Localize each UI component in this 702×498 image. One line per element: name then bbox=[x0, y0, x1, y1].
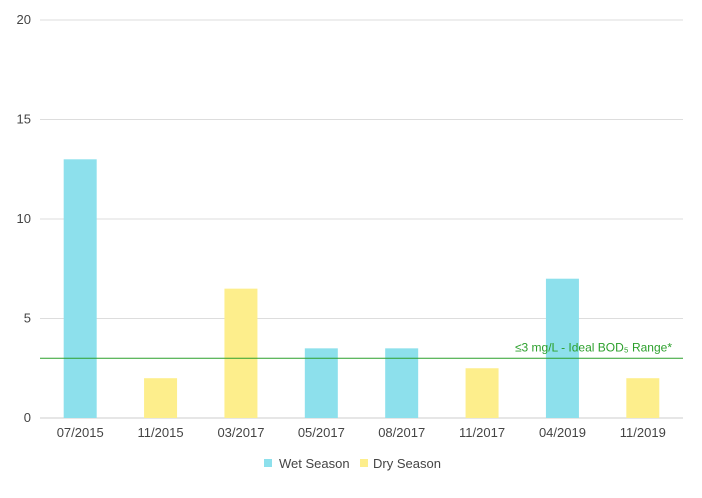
x-tick-label: 11/2017 bbox=[459, 425, 505, 440]
legend-swatch bbox=[360, 459, 368, 467]
x-tick-label: 11/2019 bbox=[620, 425, 666, 440]
bar bbox=[385, 348, 419, 418]
x-tick-label: 04/2019 bbox=[539, 425, 586, 440]
legend-item[interactable]: Wet Season bbox=[264, 456, 350, 471]
bar bbox=[465, 368, 499, 418]
bars bbox=[63, 159, 660, 419]
y-tick-label: 5 bbox=[24, 311, 31, 326]
legend-item[interactable]: Dry Season bbox=[360, 456, 441, 471]
bar bbox=[144, 378, 178, 418]
legend-swatch bbox=[264, 459, 272, 467]
legend[interactable]: Wet Season Dry Season bbox=[264, 456, 441, 471]
y-tick-label: 0 bbox=[24, 410, 31, 425]
bar bbox=[304, 348, 338, 418]
y-tick-label: 15 bbox=[17, 112, 31, 127]
bar bbox=[545, 278, 579, 418]
bar bbox=[626, 378, 660, 418]
bar bbox=[224, 288, 258, 418]
x-tick-label: 05/2017 bbox=[298, 425, 345, 440]
reference-line-group: ≤3 mg/L - Ideal BOD₅ Range* bbox=[40, 340, 683, 359]
axes: 0 5 10 15 20 07/2015 11/2015 03/2017 05/2017 08/2… bbox=[17, 12, 666, 440]
x-tick-label: 11/2015 bbox=[138, 425, 184, 440]
legend-label: Wet Season bbox=[279, 456, 350, 471]
y-tick-label: 10 bbox=[17, 211, 31, 226]
reference-line-label: ≤3 mg/L - Ideal BOD₅ Range* bbox=[515, 340, 672, 354]
x-tick-label: 07/2015 bbox=[57, 425, 104, 440]
x-tick-label: 03/2017 bbox=[217, 425, 264, 440]
x-tick-label: 08/2017 bbox=[378, 425, 425, 440]
y-tick-label: 20 bbox=[17, 12, 31, 27]
bar bbox=[63, 159, 97, 419]
legend-label: Dry Season bbox=[373, 456, 441, 471]
